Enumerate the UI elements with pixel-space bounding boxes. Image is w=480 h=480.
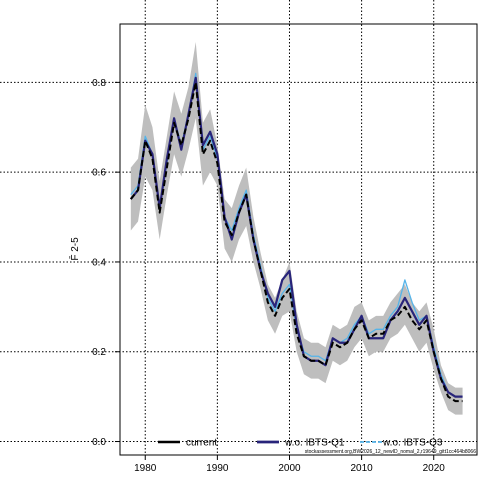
y-tick-label-3: 0.6 — [92, 168, 106, 179]
legend-label-1: w.o. IBTS-Q1 — [284, 438, 345, 449]
legend-label-0: current — [186, 438, 217, 449]
x-tick-label-0: 1980 — [134, 463, 157, 474]
series-line-1 — [129, 76, 463, 398]
y-tick-label-2: 0.4 — [92, 257, 106, 268]
y-tick-label-4: 0.8 — [92, 78, 106, 89]
x-axis: 1980 1990 2000 2010 2020 — [134, 455, 445, 474]
series-line-0 — [130, 81, 463, 403]
x-tick-label-1: 1990 — [206, 463, 229, 474]
confidence-band — [130, 41, 463, 415]
footnote: stockassessment.org,BW2026_12_newID_noma… — [305, 449, 476, 455]
y-tick-label-1: 0.2 — [92, 347, 106, 358]
legend: current w.o. IBTS-Q1 w.o. IBTS-Q3 — [158, 438, 443, 449]
y-axis: 0.0 0.2 0.4 0.6 0.8 — [92, 78, 120, 448]
series-lines — [129, 72, 463, 403]
x-tick-label-2: 2000 — [278, 463, 301, 474]
x-tick-label-4: 2020 — [423, 463, 446, 474]
plot-frame — [119, 23, 478, 456]
grid-lines — [0, 0, 477, 455]
x-tick-label-3: 2010 — [350, 463, 373, 474]
y-axis-label: F̄ 2-5 — [68, 237, 81, 261]
y-tick-label-0: 0.0 — [92, 437, 106, 448]
legend-label-2: w.o. IBTS-Q3 — [382, 438, 443, 449]
confidence-band-area — [130, 41, 463, 415]
